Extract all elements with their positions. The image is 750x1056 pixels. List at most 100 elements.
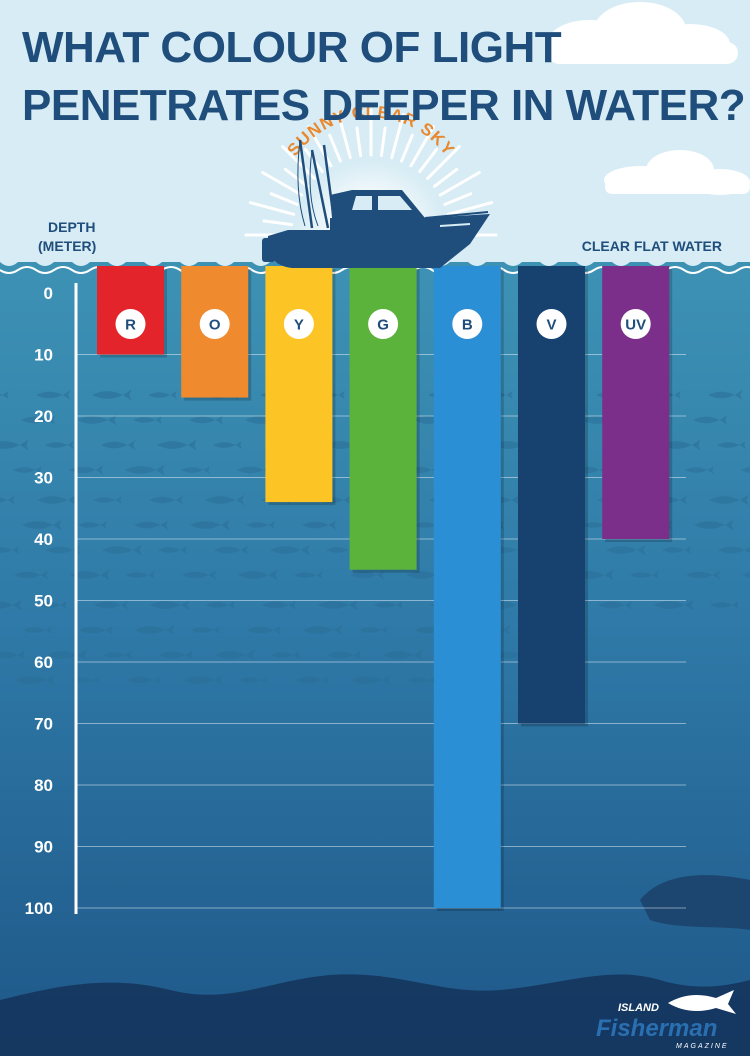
sun-ray bbox=[283, 167, 309, 188]
sun-ray bbox=[307, 125, 333, 168]
fish-icon bbox=[383, 649, 423, 661]
logo-main-text: Fisherman bbox=[596, 1015, 717, 1042]
badge-r bbox=[115, 309, 146, 339]
fish-icon bbox=[414, 521, 443, 529]
y-tick-label: 50 bbox=[34, 592, 53, 611]
cloud-icon bbox=[548, 2, 738, 64]
fish-icon bbox=[581, 414, 621, 426]
y-tick-label: 30 bbox=[34, 469, 53, 488]
depth-label-line-1: DEPTH bbox=[48, 219, 95, 235]
y-tick-label: 100 bbox=[25, 899, 53, 918]
fish-icon bbox=[13, 570, 49, 580]
fish-icon bbox=[103, 651, 132, 659]
fish-icon bbox=[270, 544, 310, 556]
fish-icon bbox=[182, 570, 217, 580]
category-label: R bbox=[125, 317, 136, 334]
fish-icon bbox=[708, 390, 743, 400]
fish-icon bbox=[213, 441, 242, 449]
bar-y bbox=[265, 266, 333, 503]
fish-icon bbox=[318, 599, 358, 611]
logo: ISLAND Fisherman MAGAZINE bbox=[596, 990, 736, 1050]
fish-icon bbox=[71, 676, 100, 684]
sun-ray bbox=[379, 126, 387, 158]
rock bbox=[640, 875, 750, 930]
fish-icon bbox=[710, 601, 739, 609]
fish-icon bbox=[239, 676, 268, 684]
fish-icon bbox=[374, 601, 403, 609]
fish-icon bbox=[13, 466, 42, 474]
bar-uv bbox=[602, 266, 670, 539]
fish-icon bbox=[69, 465, 104, 475]
fish-icon bbox=[0, 391, 9, 399]
sun-ray bbox=[418, 147, 439, 173]
fish-icon bbox=[0, 599, 22, 611]
fish-icon bbox=[22, 519, 62, 531]
y-tick-label: 20 bbox=[34, 407, 53, 426]
sun-ray bbox=[328, 133, 342, 163]
fish-icon bbox=[350, 570, 385, 580]
fish-icon bbox=[45, 441, 74, 449]
fish-icon bbox=[157, 439, 197, 451]
fish-icon bbox=[38, 601, 67, 609]
category-label: O bbox=[209, 317, 221, 334]
fish-icon bbox=[101, 440, 136, 450]
category-label: G bbox=[377, 317, 389, 334]
category-label: B bbox=[462, 317, 473, 334]
water-label: CLEAR FLAT WATER bbox=[582, 238, 722, 254]
fish-icon bbox=[246, 521, 275, 529]
fish-icon bbox=[413, 414, 453, 426]
category-label: V bbox=[546, 317, 556, 334]
fish-icon bbox=[326, 546, 355, 554]
bar-b bbox=[433, 266, 501, 908]
fish-icon bbox=[134, 520, 169, 530]
fish-icon bbox=[206, 601, 235, 609]
fish-icon bbox=[135, 624, 175, 636]
fish-icon bbox=[654, 599, 694, 611]
fish-icon bbox=[20, 415, 56, 425]
fish-icon bbox=[0, 650, 26, 660]
y-tick-label: 10 bbox=[34, 346, 53, 365]
fish-icon bbox=[237, 465, 272, 475]
fish-icon bbox=[685, 466, 714, 474]
fish-icon bbox=[415, 625, 450, 635]
sun-ray bbox=[337, 112, 352, 160]
fish-icon bbox=[15, 674, 55, 686]
fish-icon bbox=[303, 624, 343, 636]
fish-icon bbox=[237, 569, 278, 581]
fish-icon bbox=[127, 675, 162, 685]
fish-icon bbox=[742, 572, 750, 578]
fish-icon bbox=[0, 439, 29, 451]
y-tick-label: 60 bbox=[34, 653, 53, 672]
fish-icon bbox=[191, 626, 220, 634]
fish-icon bbox=[215, 649, 255, 661]
sun-ray bbox=[355, 126, 363, 158]
sun-ray bbox=[433, 167, 459, 188]
badge-g bbox=[368, 309, 399, 339]
sun-ray bbox=[390, 112, 405, 160]
fish-icon bbox=[582, 521, 611, 529]
fish-icon bbox=[295, 675, 330, 685]
fish-icon bbox=[159, 650, 194, 660]
fish-icon bbox=[741, 467, 750, 473]
badge-y bbox=[283, 309, 314, 339]
fish-icon bbox=[598, 600, 633, 610]
fish-icon bbox=[247, 625, 282, 635]
fish-icon bbox=[606, 544, 646, 556]
fish-icon bbox=[494, 650, 530, 660]
y-tick-label: 80 bbox=[34, 776, 53, 795]
fish-icon bbox=[181, 466, 210, 474]
fish-icon bbox=[718, 546, 750, 554]
logo-top-text: ISLAND bbox=[618, 1002, 659, 1014]
fish-icon bbox=[70, 569, 110, 581]
fish-icon bbox=[630, 571, 659, 579]
fish-icon bbox=[327, 650, 362, 660]
depth-label-line-2: (METER) bbox=[38, 238, 96, 254]
sun-ray bbox=[248, 201, 296, 216]
y-tick-label: 0 bbox=[44, 284, 53, 303]
fish-icon bbox=[262, 600, 297, 610]
fish-icon bbox=[325, 439, 365, 451]
fish-icon bbox=[494, 546, 523, 554]
seabed bbox=[0, 974, 750, 1056]
fish-icon bbox=[244, 414, 285, 426]
